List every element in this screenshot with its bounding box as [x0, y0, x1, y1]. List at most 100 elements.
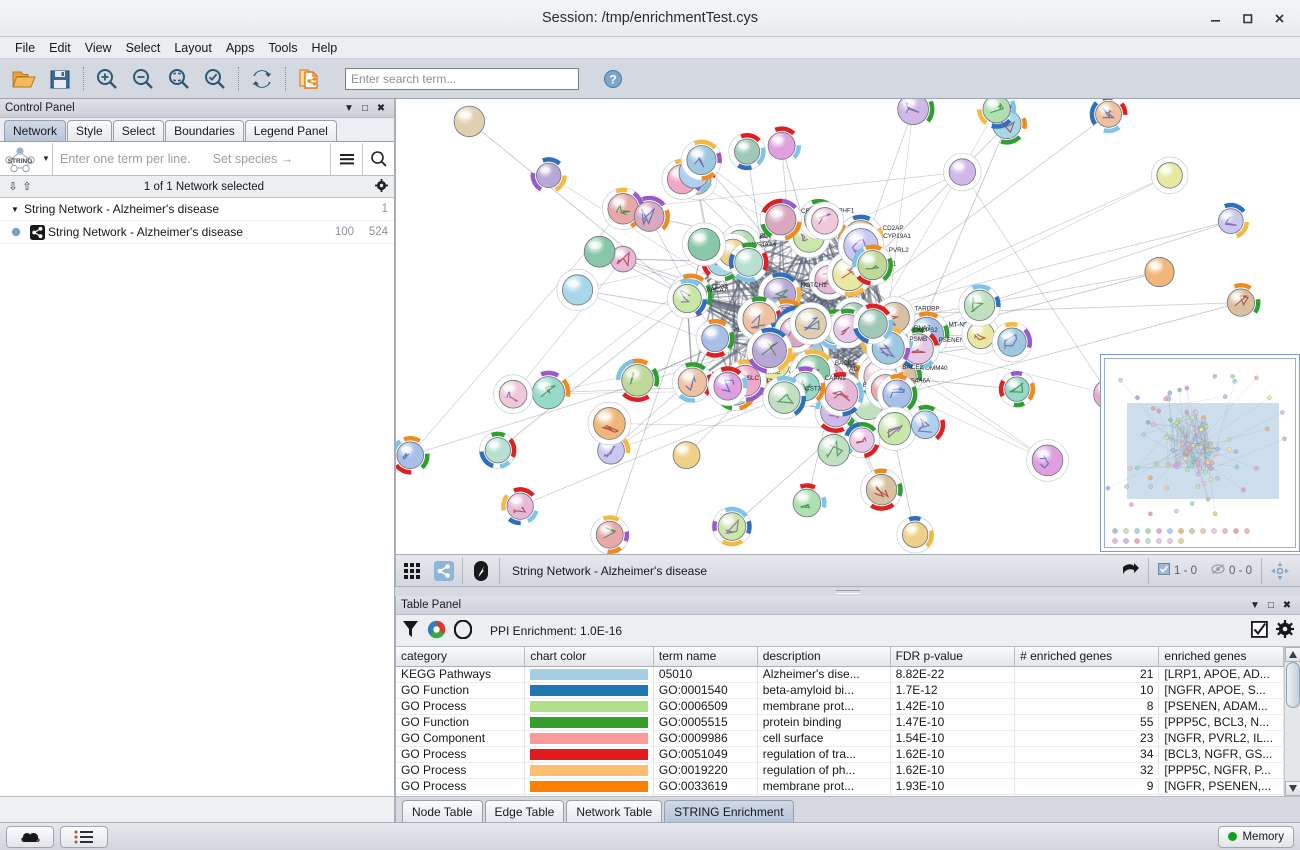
network-node[interactable]	[1144, 257, 1175, 288]
network-node[interactable]	[396, 436, 430, 475]
export-image-icon[interactable]	[1114, 556, 1146, 586]
network-node[interactable]	[615, 358, 660, 402]
menu-select[interactable]: Select	[125, 40, 161, 55]
horizontal-splitter[interactable]	[395, 587, 1300, 596]
column-header-genes[interactable]: enriched genes	[1158, 647, 1284, 667]
tab-network[interactable]: Network	[4, 120, 67, 141]
menu-file[interactable]: File	[15, 40, 36, 55]
network-node[interactable]	[843, 421, 881, 459]
network-node[interactable]	[1150, 156, 1189, 195]
network-node[interactable]	[943, 152, 982, 192]
network-node[interactable]	[728, 242, 769, 283]
zoom-out-icon[interactable]	[125, 62, 161, 96]
donut-chart-icon[interactable]	[453, 619, 473, 642]
table-row[interactable]: GO Function GO:0005515 protein binding 1.47…	[396, 714, 1284, 731]
tab-network-table[interactable]: Network Table	[566, 800, 663, 822]
task-list-icon[interactable]	[60, 825, 108, 848]
triangle-down-icon[interactable]: ▼	[11, 204, 19, 214]
table-vertical-scrollbar[interactable]	[1284, 647, 1300, 796]
network-node[interactable]	[493, 374, 533, 415]
cloud-icon[interactable]	[6, 825, 54, 848]
network-node[interactable]	[501, 487, 539, 526]
float-panel-icon[interactable]: □	[1267, 599, 1275, 611]
network-node[interactable]: ABCA7	[667, 278, 728, 319]
column-header-category[interactable]: category	[396, 647, 526, 667]
close-icon[interactable]	[1264, 5, 1294, 33]
menu-help[interactable]: Help	[311, 40, 338, 55]
column-header-fdr[interactable]: FDR p-value	[890, 647, 1016, 667]
tab-select[interactable]: Select	[112, 120, 165, 141]
network-node[interactable]	[872, 406, 917, 451]
table-row[interactable]: KEGG Pathways 05010 Alzheimer's dise... 8.8…	[396, 666, 1284, 683]
network-node[interactable]: CST3	[762, 375, 822, 420]
tab-boundaries[interactable]: Boundaries	[165, 120, 244, 141]
close-icon[interactable]: ✖	[1282, 599, 1292, 611]
network-node[interactable]	[531, 370, 571, 410]
network-node[interactable]	[897, 99, 935, 125]
tab-string-enrichment[interactable]: STRING Enrichment	[664, 800, 794, 822]
share-network-icon[interactable]	[428, 556, 460, 586]
search-input[interactable]: Enter search term...	[345, 67, 579, 90]
zoom-selected-icon[interactable]	[197, 62, 233, 96]
filter-icon[interactable]	[402, 620, 419, 641]
network-node[interactable]	[583, 235, 616, 268]
string-term-input[interactable]: Enter one term per line. Set species →	[52, 142, 330, 175]
refresh-icon[interactable]	[244, 62, 280, 96]
select-all-icon[interactable]	[1250, 620, 1268, 641]
minimize-icon[interactable]	[1200, 5, 1230, 33]
network-node[interactable]	[682, 222, 726, 267]
network-node[interactable]	[633, 195, 670, 232]
expand-all-icon[interactable]: ⇧	[22, 181, 32, 193]
export-network-icon[interactable]	[291, 62, 327, 96]
help-icon[interactable]: ?	[595, 62, 631, 96]
network-node[interactable]	[805, 201, 845, 241]
hamburger-icon[interactable]	[330, 142, 362, 175]
network-node[interactable]	[792, 483, 827, 518]
network-node[interactable]	[556, 268, 599, 312]
network-node[interactable]	[911, 404, 946, 441]
network-node[interactable]	[590, 515, 630, 555]
network-node[interactable]	[977, 99, 1017, 129]
network-node[interactable]	[453, 105, 485, 138]
birds-eye-overview[interactable]	[1100, 354, 1300, 552]
network-node[interactable]	[767, 126, 802, 160]
memory-indicator[interactable]: Memory	[1218, 825, 1294, 848]
network-node[interactable]	[851, 244, 893, 286]
menu-apps[interactable]: Apps	[225, 40, 255, 55]
maximize-icon[interactable]	[1232, 5, 1262, 33]
network-node[interactable]	[991, 321, 1033, 363]
table-row[interactable]: GO Process GO:0006509 membrane prot... 1.42…	[396, 698, 1284, 715]
network-node[interactable]	[479, 431, 517, 469]
network-node[interactable]	[1226, 283, 1261, 317]
network-node[interactable]	[1217, 202, 1250, 239]
column-header-n_genes[interactable]: # enriched genes	[1014, 647, 1160, 667]
pan-tool-icon[interactable]	[1264, 556, 1296, 586]
network-node[interactable]	[1026, 439, 1069, 482]
network-node[interactable]	[530, 157, 567, 192]
zoom-fit-icon[interactable]	[161, 62, 197, 96]
column-header-term_name[interactable]: term name	[653, 647, 758, 667]
table-row[interactable]: GO Process GO:0019220 regulation of ph... 1…	[396, 762, 1284, 779]
annotation-icon[interactable]	[465, 556, 497, 586]
float-panel-icon[interactable]: □	[361, 102, 369, 114]
network-node[interactable]	[1089, 99, 1128, 134]
network-node[interactable]	[852, 303, 894, 345]
network-node[interactable]	[789, 302, 833, 345]
pie-chart-icon[interactable]	[427, 620, 446, 642]
network-node[interactable]	[876, 374, 918, 415]
network-node[interactable]: PSENEN	[897, 327, 965, 370]
network-node[interactable]	[958, 284, 1001, 327]
network-node[interactable]	[712, 506, 752, 547]
scroll-up-icon[interactable]	[1284, 647, 1300, 662]
grid-layout-icon[interactable]	[396, 556, 428, 586]
table-row[interactable]: GO Function GO:0001540 beta-amyloid bi... 1…	[396, 682, 1284, 699]
network-node[interactable]	[817, 434, 850, 467]
save-icon[interactable]	[42, 62, 78, 96]
collapse-all-icon[interactable]: ⇩	[8, 181, 18, 193]
scroll-down-icon[interactable]	[1284, 781, 1300, 796]
gear-icon[interactable]	[1276, 620, 1294, 641]
network-node[interactable]: CR1	[759, 198, 814, 241]
network-node[interactable]: BIN1	[819, 371, 877, 417]
menu-tools[interactable]: Tools	[268, 40, 298, 55]
network-node[interactable]	[672, 441, 701, 470]
